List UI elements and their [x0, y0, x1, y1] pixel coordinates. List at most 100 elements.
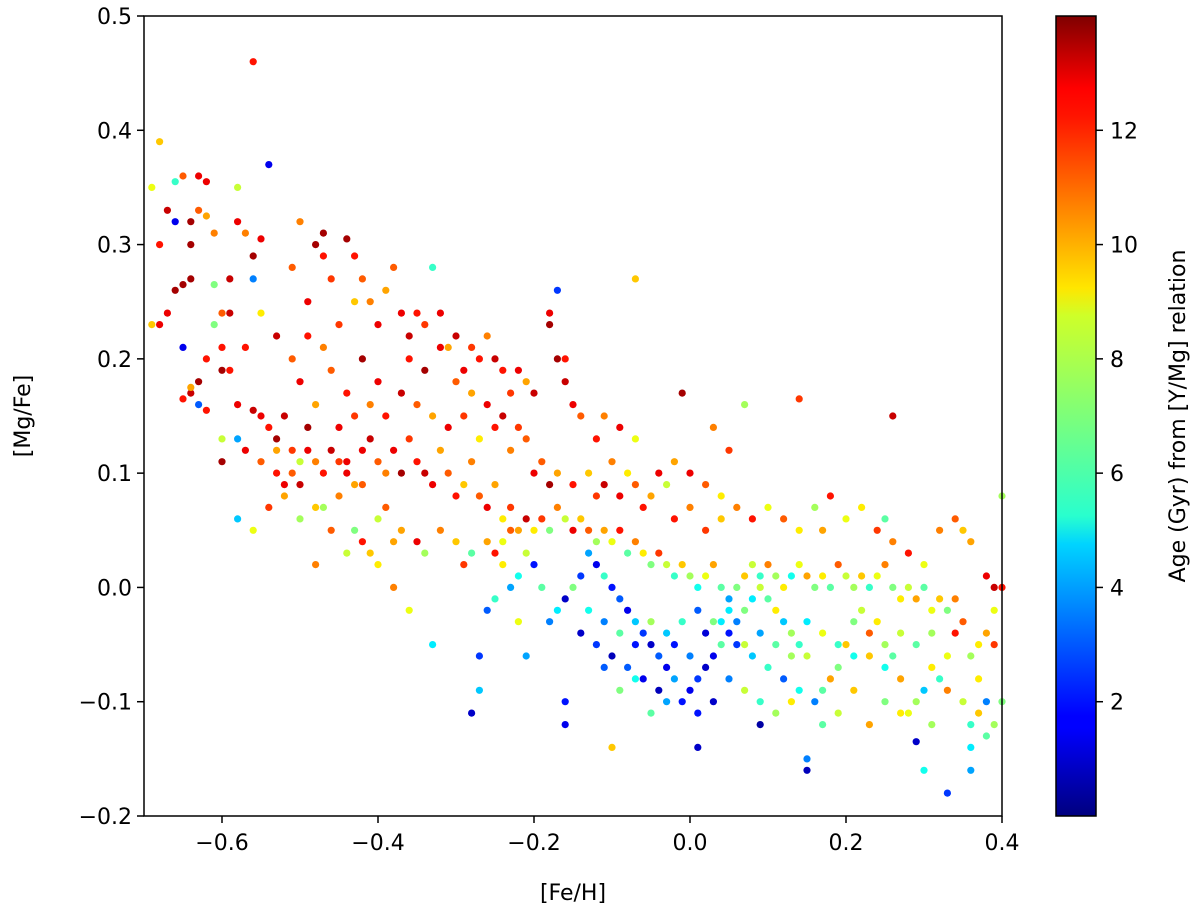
data-point [343, 235, 351, 243]
data-point [202, 355, 210, 363]
x-axis-label: [Fe/H] [540, 881, 606, 906]
data-point [608, 583, 616, 592]
data-point [967, 743, 975, 752]
data-point [288, 469, 296, 477]
data-point [928, 663, 936, 672]
data-point [819, 686, 827, 694]
data-point [234, 183, 242, 191]
data-point [982, 698, 991, 706]
data-point [780, 583, 788, 592]
data-point [756, 572, 764, 580]
data-point [187, 241, 195, 249]
data-point [390, 263, 398, 271]
data-point [577, 412, 585, 420]
data-point [631, 641, 640, 649]
data-point [912, 698, 920, 706]
y-tick-label: 0.5 [97, 5, 132, 30]
data-point [733, 503, 741, 511]
data-point [592, 435, 601, 443]
x-tick-label: 0.0 [673, 831, 708, 856]
data-point [460, 481, 468, 489]
data-point [530, 469, 538, 477]
data-point [663, 663, 671, 672]
data-point [460, 366, 468, 374]
data-point [912, 738, 920, 746]
data-point [280, 481, 288, 489]
data-point [499, 366, 507, 374]
data-point [631, 275, 640, 283]
data-point [928, 721, 936, 729]
data-point [335, 492, 343, 500]
data-point [881, 698, 889, 706]
data-point [546, 526, 554, 534]
data-point [990, 583, 998, 592]
data-point [304, 446, 312, 454]
data-point [670, 572, 679, 580]
data-point [741, 606, 749, 614]
data-point [491, 549, 499, 557]
data-point [226, 275, 234, 283]
data-point [616, 595, 624, 603]
data-point [265, 161, 273, 169]
data-point [600, 572, 608, 580]
x-tick-label: −0.6 [195, 831, 248, 856]
y-tick-label: 0.0 [97, 576, 132, 601]
data-point [522, 515, 530, 523]
data-point [631, 675, 640, 683]
data-point [897, 629, 905, 637]
data-point [741, 641, 749, 649]
data-point [382, 412, 390, 420]
data-point [756, 629, 764, 637]
data-point [538, 583, 546, 592]
data-point [686, 572, 694, 580]
data-point [514, 572, 523, 580]
data-point [304, 423, 312, 431]
data-point [748, 515, 757, 523]
data-points [148, 58, 1006, 797]
colorbar-tick-label: 8 [1110, 348, 1124, 373]
data-point [421, 469, 429, 477]
data-point [249, 526, 257, 534]
data-point [390, 446, 398, 454]
x-tick-label: −0.4 [351, 831, 404, 856]
data-point [889, 583, 897, 592]
data-point [608, 458, 616, 466]
data-point [990, 721, 998, 729]
data-point [475, 492, 483, 500]
data-point [764, 561, 772, 569]
data-point [351, 481, 359, 489]
data-point [826, 583, 835, 592]
data-point [717, 515, 725, 523]
data-point [936, 526, 944, 534]
data-point [686, 503, 694, 511]
data-point [889, 538, 897, 546]
data-point [585, 606, 593, 614]
data-point [405, 355, 413, 363]
data-point [943, 652, 952, 660]
data-point [444, 343, 452, 351]
data-point [234, 515, 242, 523]
data-point [686, 469, 694, 477]
data-point [312, 401, 320, 409]
data-point [156, 138, 164, 146]
data-point [639, 629, 647, 637]
data-point [608, 538, 616, 546]
data-point [561, 355, 569, 363]
data-point [312, 241, 320, 249]
data-point [725, 595, 733, 603]
data-point [748, 561, 757, 569]
data-point [530, 389, 538, 397]
data-point [436, 309, 444, 317]
data-point [694, 743, 702, 752]
data-point [546, 481, 554, 489]
data-point [967, 538, 975, 546]
data-point [351, 412, 359, 420]
data-point [546, 309, 554, 317]
data-point [592, 492, 601, 500]
data-point [468, 458, 476, 466]
data-point [327, 275, 335, 283]
data-point [382, 469, 390, 477]
data-point [296, 218, 304, 226]
data-point [803, 572, 811, 580]
